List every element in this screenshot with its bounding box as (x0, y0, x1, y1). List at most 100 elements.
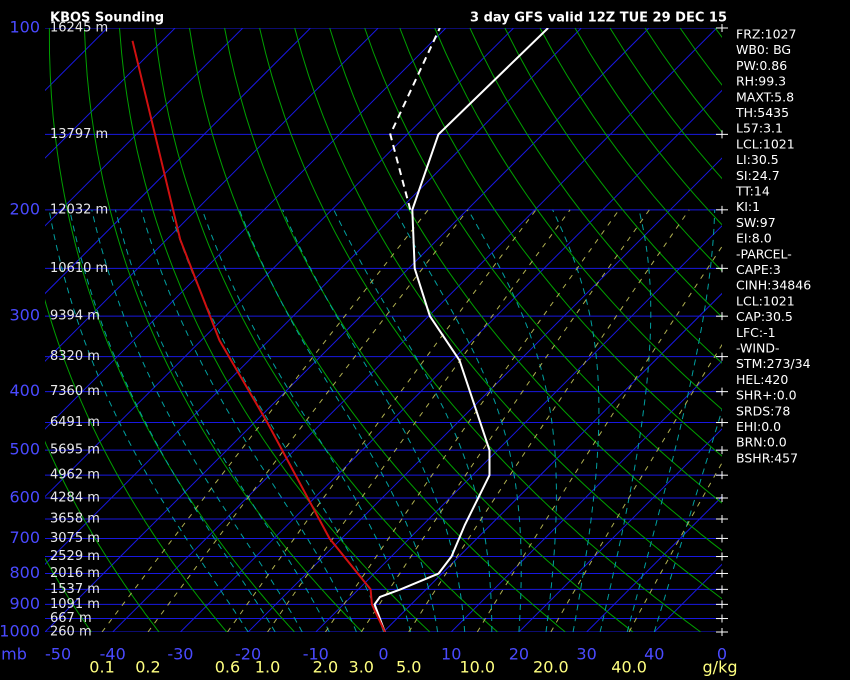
stat: TT:14 (735, 184, 770, 199)
stat: RH:99.3 (736, 74, 786, 89)
dry-adiabat (83, 28, 363, 632)
mixing-ratio-label: 3.0 (349, 658, 374, 677)
mixing-ratio-line (324, 209, 620, 632)
chart-title: KBOS Sounding (50, 11, 164, 26)
stat: -WIND- (736, 341, 780, 356)
x-tick-label: 30 (576, 645, 596, 664)
isotherm (518, 428, 722, 632)
mixing-ratio-line (408, 209, 690, 632)
height-label: 3075 m (50, 531, 100, 546)
isotherm-extra (45, 28, 514, 498)
dry-adiabat (469, 28, 722, 364)
x-tick-label: 0 (717, 645, 727, 664)
mixing-ratio-label: 1.0 (255, 658, 280, 677)
x-tick-label: 0 (378, 645, 388, 664)
isotherm-extra (45, 28, 244, 227)
stat: FRZ:1027 (736, 27, 796, 42)
mixing-ratio-line (101, 209, 429, 632)
isotherm (112, 28, 718, 632)
dry-adiabat (189, 28, 566, 632)
isotherm (450, 360, 722, 632)
moist-adiabat (91, 209, 303, 632)
height-label: 16245 m (50, 21, 108, 36)
height-label: 7360 m (50, 384, 100, 399)
isotherm (45, 28, 650, 632)
stat: CINH:34846 (736, 278, 811, 293)
height-label: 9394 m (50, 309, 100, 324)
height-label: 2016 m (50, 566, 100, 581)
stat: PW:0.86 (736, 58, 787, 73)
dry-adiabat (434, 28, 722, 411)
stat: WB0: BG (736, 42, 791, 57)
isotherm-extra (45, 28, 311, 295)
isotherm-extra (45, 28, 582, 566)
height-label: 4962 m (50, 468, 100, 483)
y-tick-label: 300 (9, 306, 40, 325)
isotherm (180, 89, 722, 632)
mixing-ratio-label: 0.1 (89, 658, 114, 677)
x-tick-label: 20 (509, 645, 529, 664)
dry-adiabat (399, 28, 722, 457)
moist-adiabat (114, 209, 330, 632)
y-tick-label: 400 (9, 381, 40, 400)
moist-adiabat (282, 209, 466, 632)
plot-area (45, 28, 722, 632)
dry-adiabat (259, 28, 701, 632)
y-tick-label: 700 (9, 528, 40, 547)
moist-adiabat (238, 209, 439, 632)
height-label: 2529 m (50, 549, 100, 564)
stat: HEL:420 (736, 372, 788, 387)
stat: MAXT:5.8 (736, 89, 794, 104)
height-label: 8320 m (50, 349, 100, 364)
y-tick-label: 200 (9, 199, 40, 218)
mixing-ratio-line (147, 209, 469, 632)
dry-adiabat (294, 28, 722, 600)
isotherm-extra (45, 28, 176, 159)
stat: L57:3.1 (736, 121, 783, 136)
isotherm (247, 157, 722, 632)
overlay: 16245 m 13797 m 12032 m 10610 m 9394 m 8320 m… (0, 18, 811, 677)
mixing-ratio-label: 5.0 (396, 658, 421, 677)
moist-adiabat (626, 209, 716, 632)
moist-adiabat (333, 209, 493, 632)
y-unit: mb (1, 645, 27, 664)
stat: SRDS:78 (736, 403, 790, 418)
stat: SHR+:0.0 (736, 388, 797, 403)
stat: STM:273/34 (736, 356, 811, 371)
sounding-line (131, 40, 386, 632)
mixing-ratio-line (267, 209, 571, 632)
x-tick-label: -50 (45, 645, 71, 664)
height-label: 3658 m (50, 511, 100, 526)
dry-adiabat (45, 440, 160, 632)
x-tick-label: -40 (100, 645, 126, 664)
x-tick-label: 40 (644, 645, 664, 664)
stat: LCL:1021 (736, 293, 795, 308)
stat: EHI:0.0 (736, 419, 781, 434)
dry-adiabat (154, 28, 498, 632)
stat: LCL:1021 (736, 136, 795, 151)
chart-subtitle: 3 day GFS valid 12Z TUE 29 DEC 15 (470, 11, 727, 26)
height-label: 1091 m (50, 597, 100, 612)
height-label: 4284 m (50, 491, 100, 506)
height-label: 5695 m (50, 443, 100, 458)
mixing-ratio-label: 0.2 (135, 658, 160, 677)
x-tick-label: -20 (235, 645, 261, 664)
stat: SI:24.7 (736, 168, 780, 183)
moist-adiabat (140, 209, 357, 632)
mixing-ratio-label: 2.0 (313, 658, 338, 677)
isotherm-extra (45, 28, 447, 430)
moist-adiabat (69, 209, 276, 632)
dry-adiabat (504, 28, 722, 318)
height-label: 13797 m (50, 127, 108, 142)
height-label: 667 m (50, 611, 92, 626)
stat: LFC:-1 (736, 325, 776, 340)
stat: BRN:0.0 (736, 435, 787, 450)
stat: LI:30.5 (736, 152, 779, 167)
dry-adiabat (45, 299, 228, 632)
dry-adiabat (364, 28, 722, 504)
moist-adiabat (467, 209, 557, 632)
isotherm-extra (45, 28, 379, 362)
y-tick-label: 800 (9, 563, 40, 582)
height-label: 6491 m (50, 415, 100, 430)
